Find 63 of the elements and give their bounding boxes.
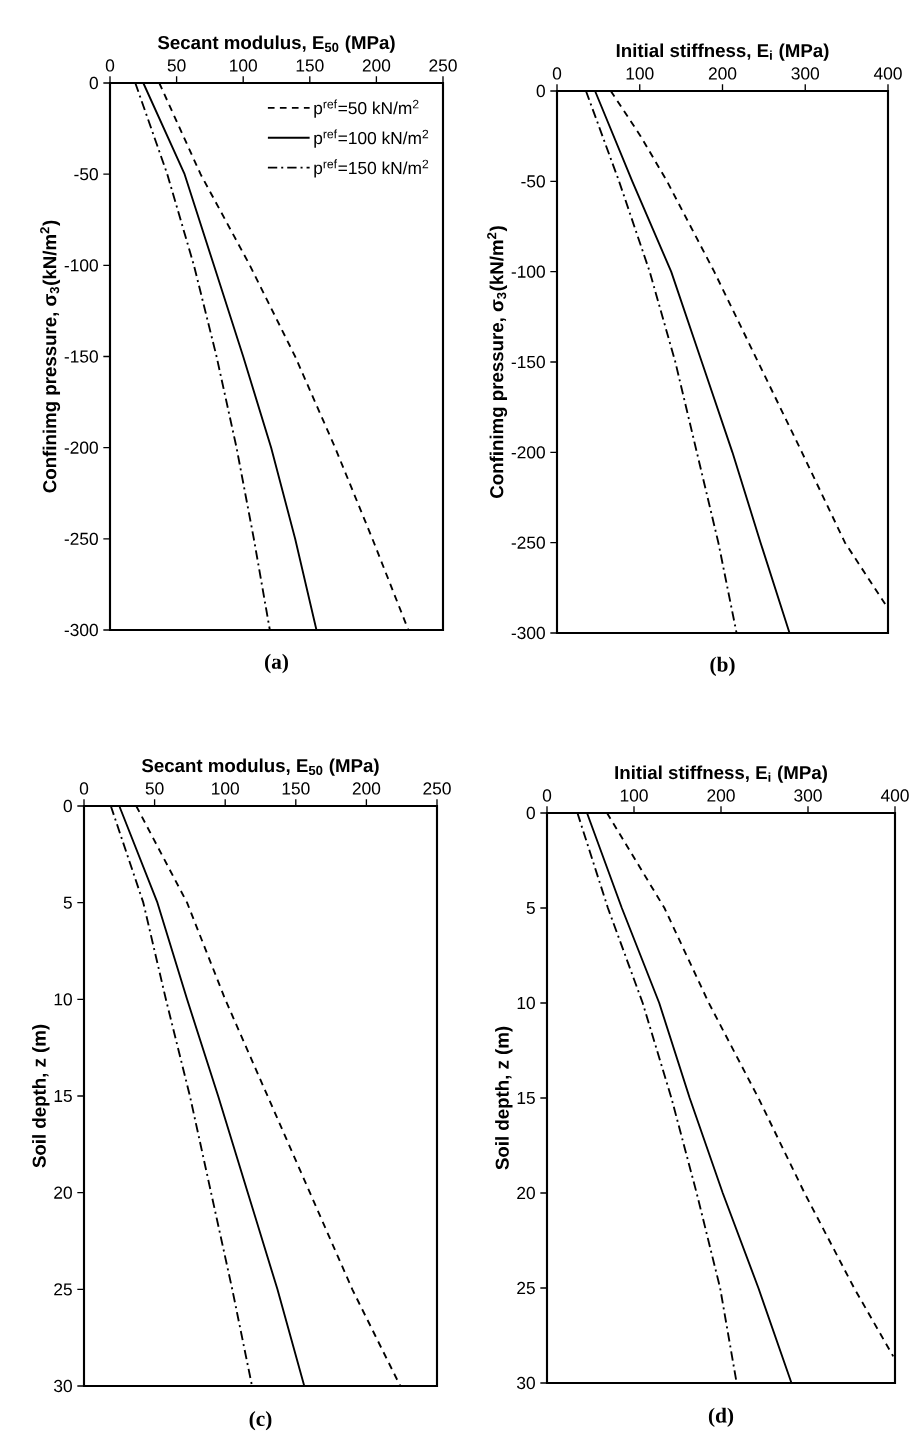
x-tick-label: 200 <box>707 789 735 802</box>
y-tick-label: 15 <box>517 1091 535 1105</box>
x-axis-title: Initial stiffness, E$_{i}$ (MPa) <box>616 43 829 61</box>
x-tick-label: 200 <box>352 782 381 795</box>
y-tick-label: 15 <box>54 1089 72 1103</box>
text: (a) <box>265 653 288 674</box>
y-tick-label: -100 <box>64 259 98 272</box>
y-tick-label: 5 <box>526 901 535 915</box>
text: (b) <box>710 656 735 677</box>
x-tick-label: 150 <box>282 782 310 795</box>
legend-label: p$^{ref}$=100 kN/m$^{2}$ <box>314 129 429 148</box>
x-tick-label: 250 <box>423 782 451 795</box>
y-tick-label: -150 <box>511 355 545 369</box>
x-tick-label: 250 <box>429 59 457 72</box>
y-tick-label: -150 <box>64 350 98 363</box>
x-tick-label: 300 <box>794 789 822 802</box>
x-tick-label: 50 <box>145 782 164 795</box>
x-tick-label: 200 <box>708 67 737 80</box>
x-tick-label: 0 <box>105 59 115 72</box>
y-tick-label: -50 <box>74 168 98 181</box>
x-tick-label: 100 <box>620 789 648 802</box>
text: (c) <box>249 1411 272 1431</box>
y-tick-label: 0 <box>89 76 98 90</box>
y-tick-label: -300 <box>511 626 545 640</box>
y-tick-label: 30 <box>517 1376 535 1390</box>
x-tick-label: 100 <box>212 782 239 795</box>
y-tick-label: 0 <box>63 799 72 813</box>
x-axis-title: Secant modulus, E$_{50}$ (MPa) <box>157 35 395 53</box>
y-tick-label: 20 <box>517 1186 535 1200</box>
x-axis-title: Initial stiffness, E$_{i}$ (MPa) <box>615 765 827 783</box>
legend-label: p$^{ref}$=150 kN/m$^{2}$ <box>314 159 429 178</box>
y-tick-label: -200 <box>64 441 98 454</box>
x-tick-label: 150 <box>296 59 324 72</box>
y-axis-title: Confinimg pressure, σ$_{3}$(kN/m$^{2}$) <box>487 226 508 498</box>
y-tick-label: 25 <box>517 1281 535 1295</box>
x-axis-title: Secant modulus, E$_{50}$ (MPa) <box>141 758 379 776</box>
x-tick-label: 0 <box>552 67 562 80</box>
x-tick-label: 400 <box>880 789 909 802</box>
y-tick-label: 10 <box>517 996 535 1010</box>
x-tick-label: 100 <box>230 59 257 72</box>
text: (d) <box>708 1407 734 1427</box>
y-tick-label: -100 <box>511 265 545 278</box>
y-axis-title: Confinimg pressure, σ$_{3}$(kN/m$^{2}$) <box>40 220 61 493</box>
x-tick-label: 200 <box>362 59 391 72</box>
x-tick-label: 50 <box>167 59 186 72</box>
y-tick-label: 5 <box>63 896 72 909</box>
y-tick-label: 30 <box>54 1379 72 1393</box>
y-tick-label: 10 <box>54 993 72 1006</box>
y-tick-label: 20 <box>54 1186 72 1199</box>
legend-label: p$^{ref}$=50 kN/m$^{2}$ <box>314 99 419 118</box>
y-tick-label: -250 <box>511 536 545 549</box>
y-axis-title: Soil depth, z (m) <box>495 1026 513 1170</box>
x-tick-label: 400 <box>873 67 902 80</box>
y-axis-title: Soil depth, z (m) <box>32 1024 50 1168</box>
y-tick-label: -200 <box>511 446 545 459</box>
y-tick-label: -50 <box>521 175 545 188</box>
x-tick-label: 100 <box>626 67 654 80</box>
y-tick-label: 0 <box>536 84 545 98</box>
y-tick-label: -250 <box>64 532 98 545</box>
y-tick-label: 25 <box>54 1283 72 1296</box>
y-tick-label: 0 <box>526 806 535 820</box>
x-tick-label: 300 <box>791 67 820 80</box>
y-tick-label: -300 <box>64 623 98 637</box>
